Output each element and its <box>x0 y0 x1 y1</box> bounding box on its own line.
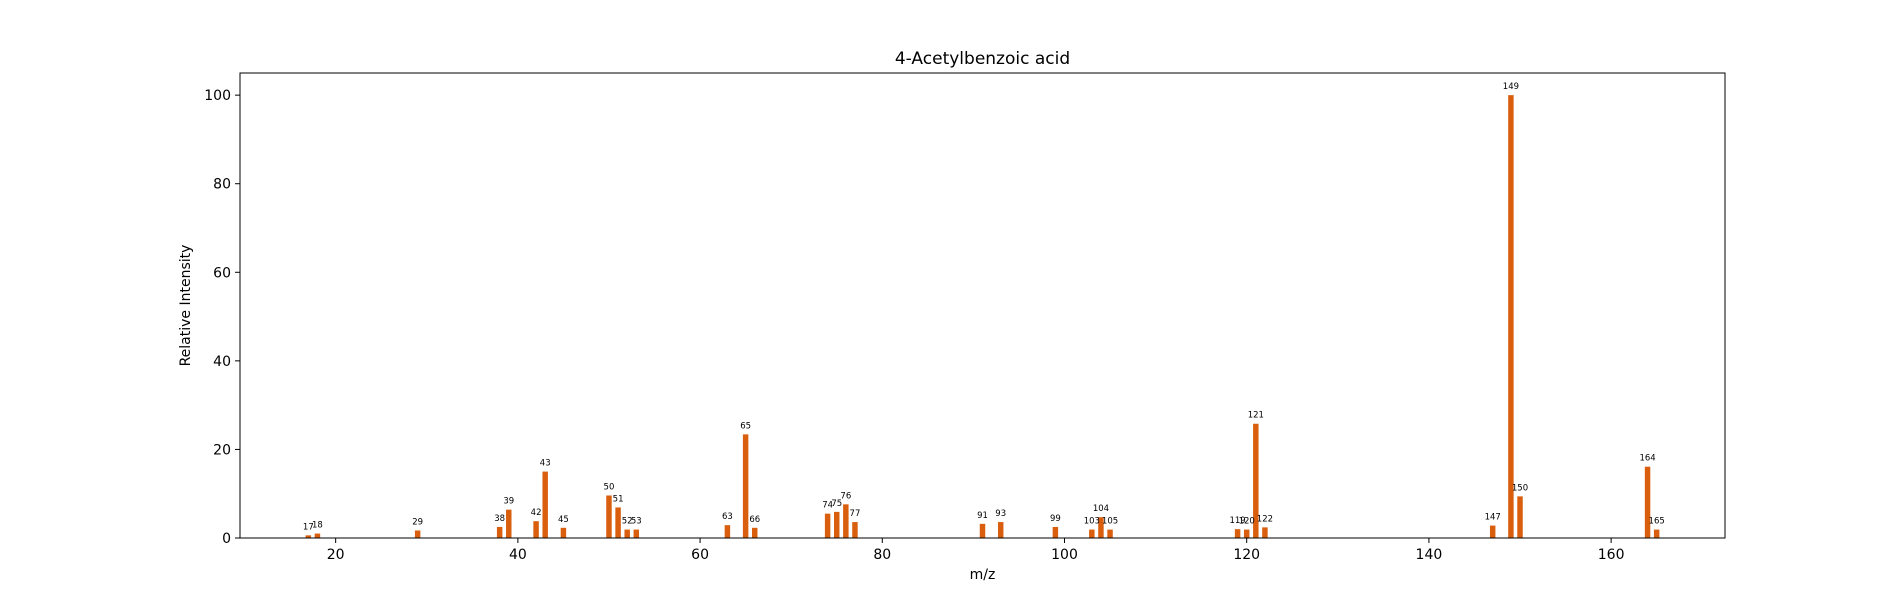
peak-bar-45 <box>560 527 567 538</box>
peak-label-66: 66 <box>749 515 760 525</box>
y-tick-label-20: 20 <box>213 442 231 458</box>
peak-label-120: 120 <box>1239 517 1255 527</box>
peak-bar-121 <box>1253 423 1259 538</box>
peak-label-93: 93 <box>995 509 1006 519</box>
peak-bar-75 <box>834 511 840 538</box>
peak-bar-99 <box>1052 526 1059 538</box>
peak-label-39: 39 <box>503 497 514 507</box>
x-tick-label-80: 80 <box>873 547 891 563</box>
peak-label-17: 17 <box>303 522 314 532</box>
peak-label-103: 103 <box>1084 517 1100 527</box>
x-tick-label-120: 120 <box>1233 547 1260 563</box>
peak-bar-66 <box>752 527 758 538</box>
peak-bar-105 <box>1107 529 1113 538</box>
y-axis: 0 20 40 60 80 100 <box>204 88 240 547</box>
peak-label-164: 164 <box>1639 454 1655 464</box>
chart-title: 4-Acetylbenzoic acid <box>895 49 1070 69</box>
peak-bar-18 <box>314 533 321 538</box>
y-tick-label-0: 0 <box>222 531 231 547</box>
peak-bar-164 <box>1644 466 1651 538</box>
peak-bar-51 <box>615 507 621 538</box>
peak-label-74: 74 <box>822 501 833 511</box>
peak-bar-74 <box>824 513 831 538</box>
peak-bar-122 <box>1262 527 1268 538</box>
x-tick-label-160: 160 <box>1598 547 1625 563</box>
peak-bar-93 <box>997 522 1004 538</box>
peak-bar-52 <box>624 529 630 538</box>
peak-bar-91 <box>979 523 986 538</box>
peak-label-45: 45 <box>558 515 569 525</box>
x-tick-label-60: 60 <box>691 547 709 563</box>
peak-label-65: 65 <box>740 421 751 431</box>
peak-label-38: 38 <box>494 514 505 524</box>
peak-label-77: 77 <box>850 509 861 519</box>
plot-frame <box>239 72 1726 539</box>
peak-label-18: 18 <box>312 521 323 531</box>
y-tick-label-100: 100 <box>204 88 231 104</box>
peak-bar-149 <box>1508 95 1514 539</box>
peak-bar-65 <box>742 434 749 538</box>
peak-bar-76 <box>843 504 849 538</box>
x-axis: 20 40 60 80 100 120 140 160 <box>327 538 1625 563</box>
peak-bar-104 <box>1098 517 1104 538</box>
peak-label-165: 165 <box>1649 517 1665 527</box>
y-tick-label-80: 80 <box>213 177 231 193</box>
peak-bar-43 <box>542 471 548 538</box>
x-tick-label-140: 140 <box>1416 547 1443 563</box>
peak-label-63: 63 <box>722 512 733 522</box>
x-tick-label-20: 20 <box>327 547 345 563</box>
peak-label-42: 42 <box>531 508 542 518</box>
peak-label-50: 50 <box>604 482 615 492</box>
x-tick-label-40: 40 <box>509 547 527 563</box>
peak-bar-50 <box>606 495 612 538</box>
peak-label-104: 104 <box>1093 504 1109 514</box>
peak-label-149: 149 <box>1503 82 1519 92</box>
peak-bar-38 <box>496 526 503 538</box>
peak-label-51: 51 <box>613 494 624 504</box>
peak-label-76: 76 <box>840 491 851 501</box>
peak-label-121: 121 <box>1248 411 1264 421</box>
y-axis-label: Relative Intensity <box>178 245 194 367</box>
peak-label-52: 52 <box>622 517 633 527</box>
peak-bar-39 <box>506 509 512 538</box>
peak-bar-119 <box>1234 529 1241 538</box>
peak-bar-120 <box>1243 529 1250 538</box>
peak-bar-150 <box>1517 496 1523 538</box>
peak-bar-17 <box>305 535 312 538</box>
peak-label-29: 29 <box>412 517 423 527</box>
peak-bar-53 <box>633 529 640 538</box>
peak-bar-29 <box>414 530 421 538</box>
peak-bar-147 <box>1489 525 1496 538</box>
peak-bar-42 <box>533 521 539 538</box>
peak-bar-165 <box>1653 529 1660 538</box>
peak-label-122: 122 <box>1257 514 1273 524</box>
peak-label-150: 150 <box>1512 483 1528 493</box>
peak-label-105: 105 <box>1102 517 1118 527</box>
peak-bar-77 <box>852 522 858 538</box>
peak-label-53: 53 <box>631 517 642 527</box>
peak-label-119: 119 <box>1229 516 1245 526</box>
y-tick-label-60: 60 <box>213 265 231 281</box>
peak-label-43: 43 <box>540 459 551 469</box>
bars-group <box>305 95 1660 539</box>
peak-label-99: 99 <box>1050 514 1061 524</box>
peak-label-147: 147 <box>1485 513 1501 523</box>
y-tick-label-40: 40 <box>213 354 231 370</box>
peak-label-75: 75 <box>831 499 842 509</box>
x-axis-label: m/z <box>970 567 996 583</box>
x-tick-label-100: 100 <box>1051 547 1078 563</box>
peak-bar-63 <box>724 525 731 538</box>
peak-label-91: 91 <box>977 511 988 521</box>
peak-bar-103 <box>1089 529 1095 538</box>
